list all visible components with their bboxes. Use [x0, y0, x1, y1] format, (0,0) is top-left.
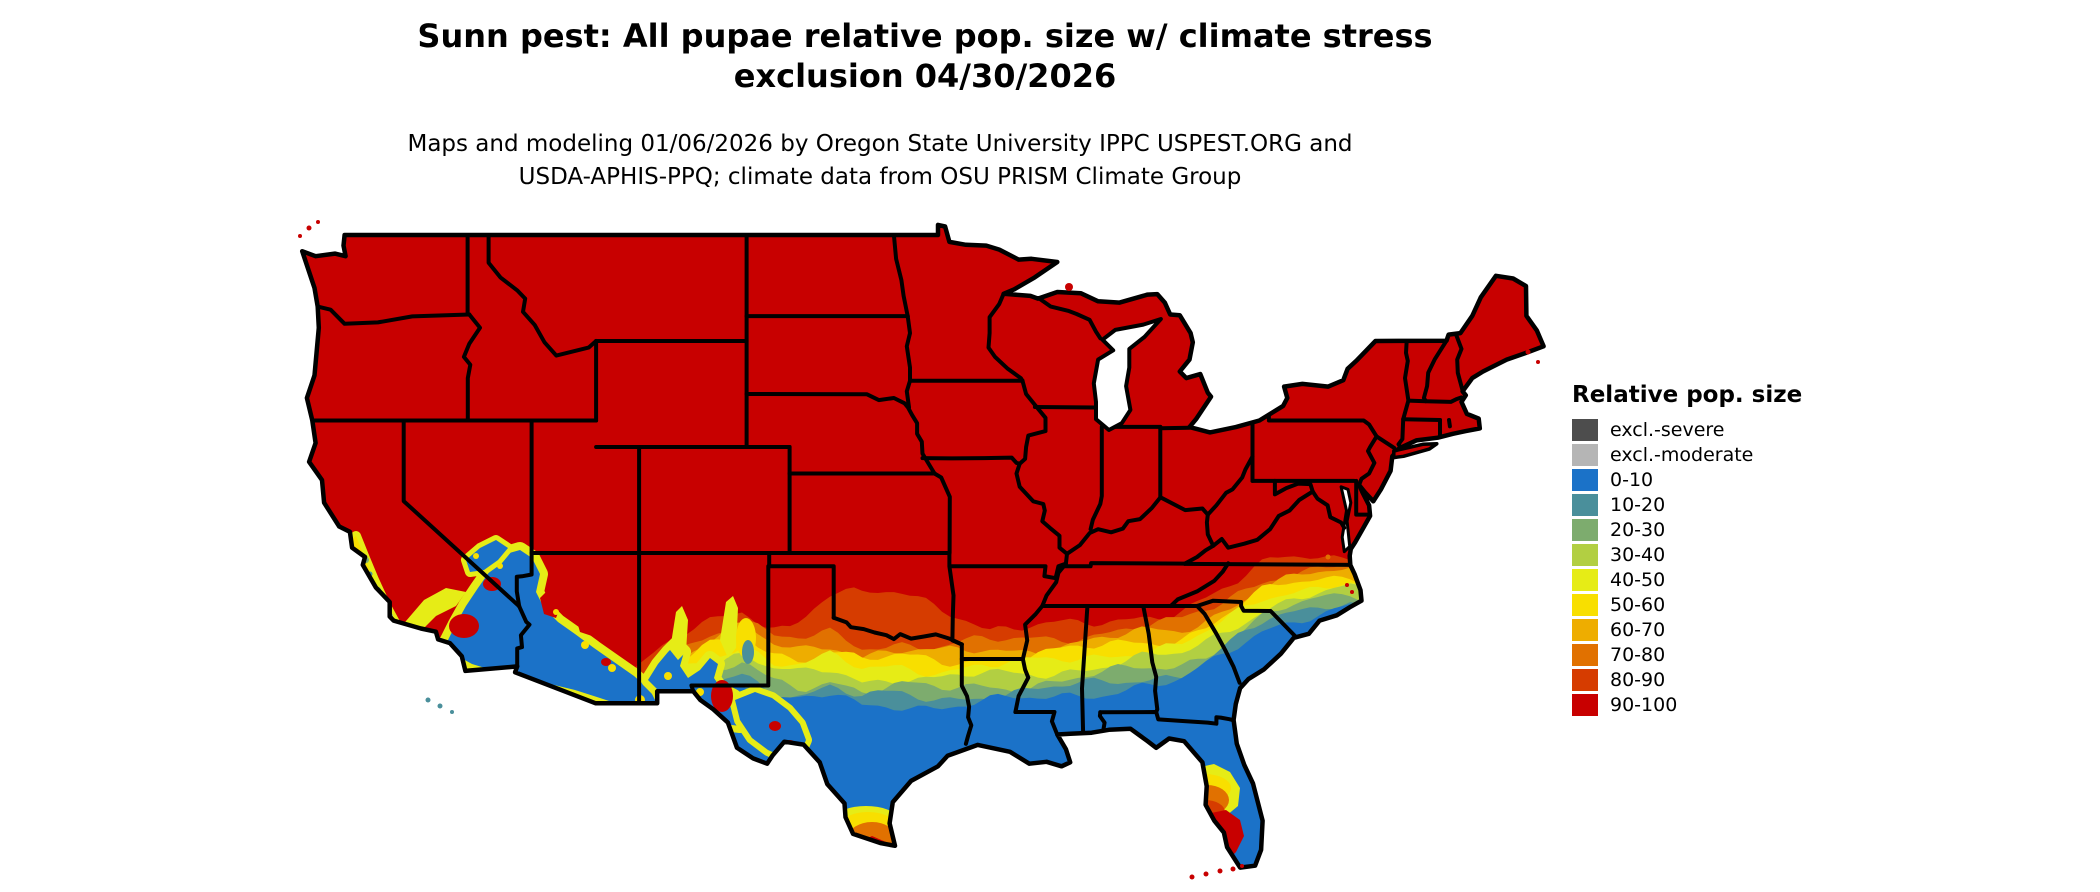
state-borders [310, 233, 1465, 746]
legend-item: 20-30 [1572, 519, 1802, 541]
legend-swatch [1572, 419, 1598, 441]
long-island [1392, 442, 1439, 460]
legend-item: 40-50 [1572, 569, 1802, 591]
legend-item-label: 20-30 [1610, 519, 1666, 541]
legend-swatch [1572, 544, 1598, 566]
legend-swatch [1572, 469, 1598, 491]
legend-swatch [1572, 694, 1598, 716]
legend-item-label: 40-50 [1610, 569, 1666, 591]
legend-item: excl.-severe [1572, 419, 1802, 441]
legend-item-label: 90-100 [1610, 694, 1678, 716]
legend-swatch [1572, 669, 1598, 691]
legend-swatch [1572, 444, 1598, 466]
us-outline [299, 222, 1546, 870]
legend-swatch [1572, 619, 1598, 641]
figure-title-line2: exclusion 04/30/2026 [733, 57, 1117, 95]
lake-michigan [1091, 317, 1163, 432]
legend-item: excl.-moderate [1572, 444, 1802, 466]
legend-item: 30-40 [1572, 544, 1802, 566]
legend-item-label: 50-60 [1610, 594, 1666, 616]
legend-item: 0-10 [1572, 469, 1802, 491]
legend-item: 50-60 [1572, 594, 1802, 616]
figure-title-line1: Sunn pest: All pupae relative pop. size … [417, 17, 1433, 55]
legend-item-label: excl.-moderate [1610, 444, 1754, 466]
figure-subtitle-line1: Maps and modeling 01/06/2026 by Oregon S… [407, 131, 1353, 157]
legend-item: 10-20 [1572, 494, 1802, 516]
map-raster [302, 224, 1544, 868]
legend-item-label: 30-40 [1610, 544, 1666, 566]
legend-item-label: 60-70 [1610, 619, 1666, 641]
legend-item-label: 10-20 [1610, 494, 1666, 516]
legend-item: 60-70 [1572, 619, 1802, 641]
legend-item-label: excl.-severe [1610, 419, 1725, 441]
legend-item: 80-90 [1572, 669, 1802, 691]
map-legend: Relative pop. size excl.-severe excl.-mod… [1572, 382, 1802, 719]
legend-item-label: 70-80 [1610, 644, 1666, 666]
figure-subtitle: Maps and modeling 01/06/2026 by Oregon S… [230, 128, 1530, 194]
legend-item-label: 0-10 [1610, 469, 1654, 491]
legend-swatch [1572, 494, 1598, 516]
figure-subtitle-line2: USDA-APHIS-PPQ; climate data from OSU PR… [518, 164, 1242, 190]
figure-title: Sunn pest: All pupae relative pop. size … [255, 16, 1595, 96]
legend-item: 70-80 [1572, 644, 1802, 666]
legend-swatch [1572, 594, 1598, 616]
legend-title: Relative pop. size [1572, 382, 1803, 408]
legend-item: 90-100 [1572, 694, 1802, 716]
legend-swatch [1572, 644, 1598, 666]
legend-swatch [1572, 569, 1598, 591]
legend-item-label: 80-90 [1610, 669, 1666, 691]
legend-items: excl.-severe excl.-moderate 0-10 10-20 20-30… [1572, 419, 1802, 716]
legend-swatch [1572, 519, 1598, 541]
